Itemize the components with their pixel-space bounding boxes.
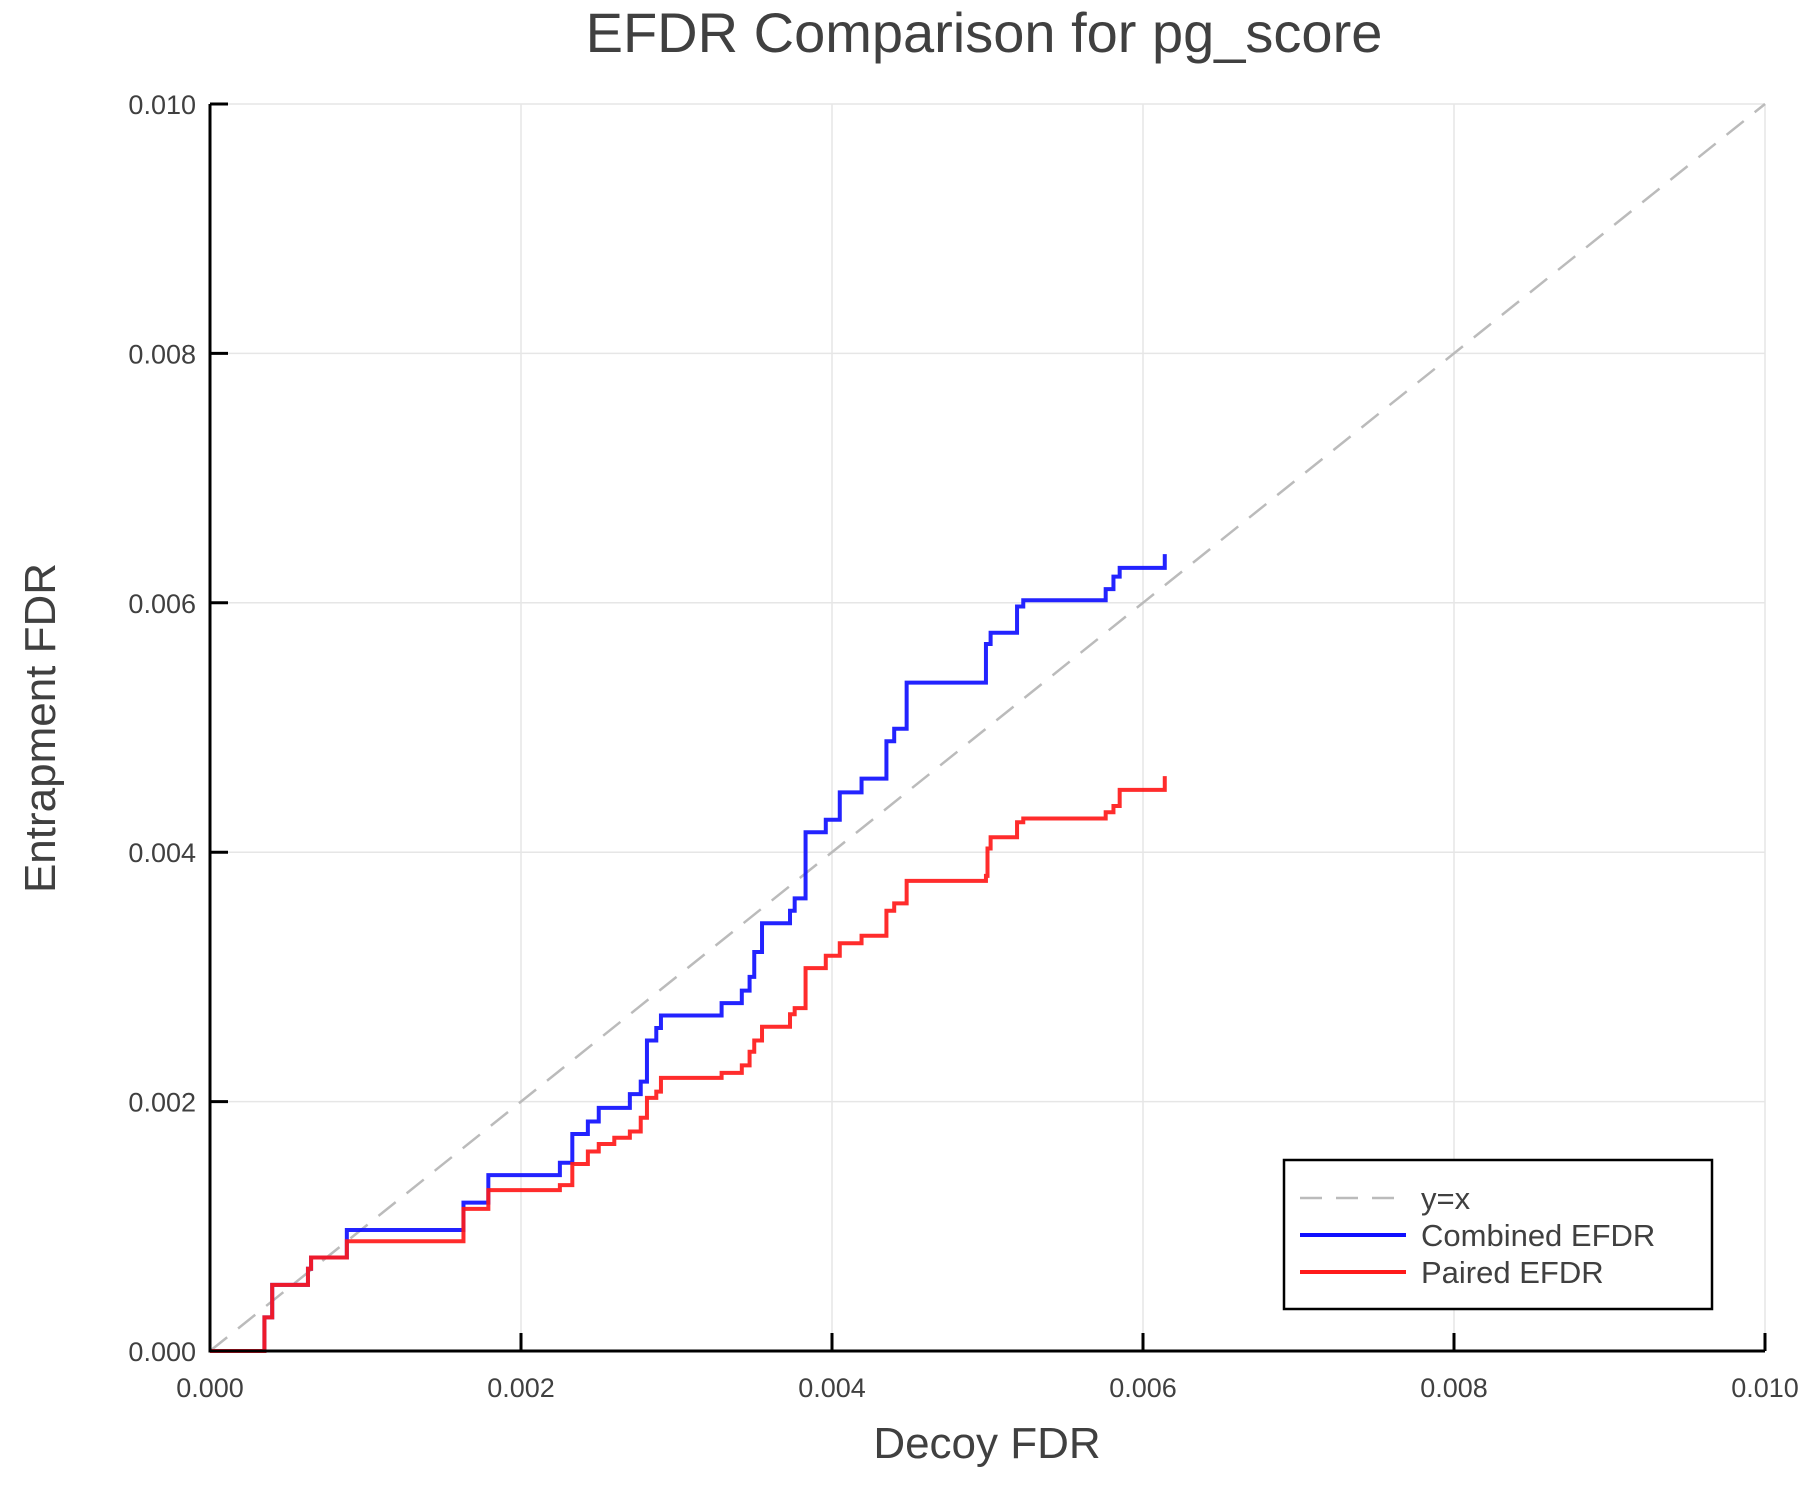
- axes: 0.000 0.002 0.004 0.006 0.008 0.010 0.000 0.002…: [128, 90, 1798, 1403]
- series-layer: [209, 103, 1766, 1353]
- y-tick-label: 0.000: [128, 1337, 196, 1367]
- y-tick-label: 0.008: [128, 339, 196, 369]
- series-line-y-x: [209, 103, 1766, 1352]
- legend-label: Combined EFDR: [1421, 1218, 1655, 1253]
- series-line-combined-efdr: [210, 554, 1167, 1353]
- x-tick-label: 0.000: [176, 1373, 244, 1403]
- x-tick-label: 0.010: [1731, 1373, 1799, 1403]
- x-axis-label: Decoy FDR: [873, 1419, 1100, 1468]
- y-tick-label: 0.002: [128, 1088, 196, 1118]
- x-tick-label: 0.006: [1109, 1373, 1177, 1403]
- y-axis-label: Entrapment FDR: [16, 563, 65, 893]
- chart-title: EFDR Comparison for pg_score: [586, 1, 1383, 64]
- x-tick-label: 0.004: [798, 1373, 866, 1403]
- legend-label: y=x: [1421, 1181, 1471, 1216]
- x-tick-label: 0.008: [1420, 1373, 1488, 1403]
- x-tick-label: 0.002: [487, 1373, 555, 1403]
- y-tick-label: 0.004: [128, 838, 196, 868]
- y-tick-label: 0.006: [128, 589, 196, 619]
- y-tick-label: 0.010: [128, 90, 196, 120]
- series-line-paired-efdr: [210, 776, 1167, 1353]
- legend-label: Paired EFDR: [1421, 1255, 1604, 1290]
